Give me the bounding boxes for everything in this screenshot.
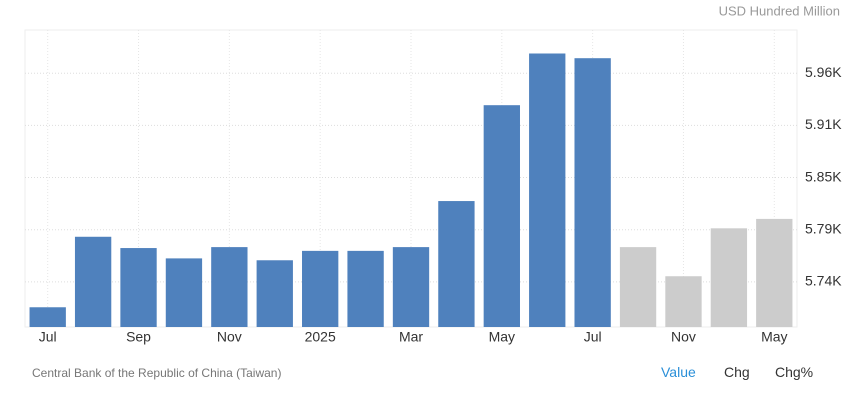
x-tick-label: Mar [399,329,423,345]
bar [211,247,248,327]
bar [574,58,611,328]
bar [302,250,339,327]
x-tick-label: May [489,329,515,345]
bar [165,258,203,327]
x-tick-label: 2025 [305,329,336,345]
y-tick-label: 5.85K [805,168,842,184]
y-tick-label: 5.91K [805,116,842,132]
y-tick-label: 5.74K [805,273,842,289]
y-tick-label: 5.79K [805,220,842,236]
bar [438,201,475,327]
bar [256,260,293,327]
bar [392,247,430,327]
x-tick-label: Sep [126,329,151,345]
x-tick-label: Jul [39,329,57,345]
bar [483,105,520,327]
x-tick-label: Nov [217,329,242,345]
unit-label: USD Hundred Million [719,3,840,18]
bar [347,250,384,327]
bar [756,218,793,327]
tab-chg[interactable]: Chg [724,364,750,380]
x-tick-label: Nov [671,329,696,345]
bar [529,53,566,328]
bar [74,236,112,327]
source: Central Bank of the Republic of China (T… [32,366,281,380]
x-tick-label: Jul [584,329,602,345]
bar [619,247,657,327]
bar [710,228,748,327]
tab-chg-pct[interactable]: Chg% [775,364,814,380]
bar [665,276,702,327]
bar [120,248,157,327]
x-tick-label: May [761,329,787,345]
tab-value[interactable]: Value [661,364,696,380]
y-tick-label: 5.96K [805,64,842,80]
bar [29,307,66,327]
